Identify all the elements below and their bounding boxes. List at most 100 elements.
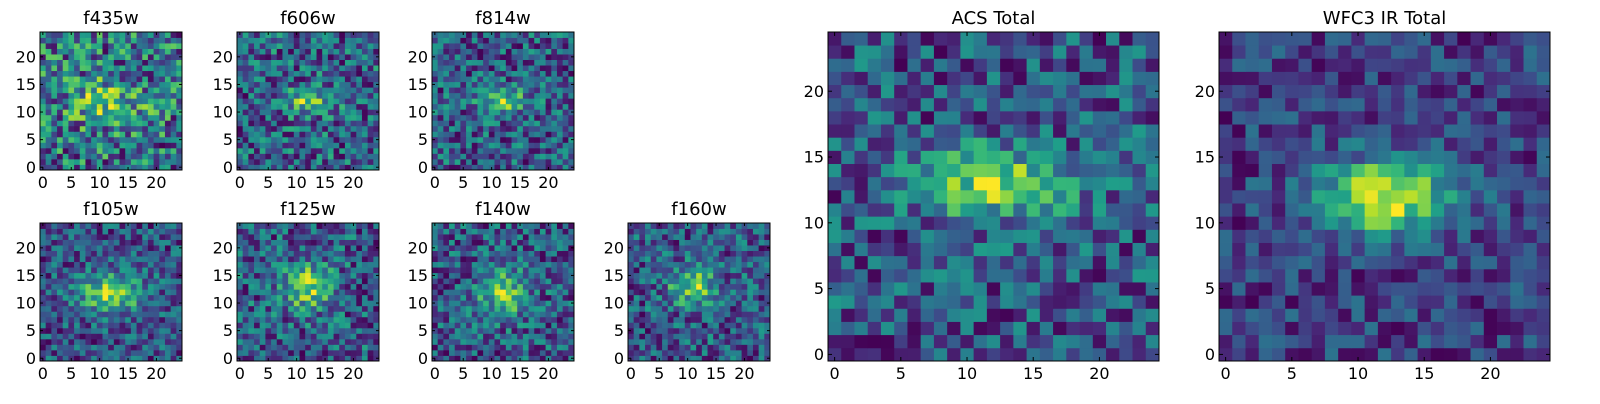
- pixel-cell: [534, 267, 540, 273]
- pixel-cell: [466, 87, 472, 93]
- y-tick-label: 15: [213, 75, 233, 94]
- pixel-cell: [489, 311, 495, 317]
- pixel-cell: [506, 284, 512, 290]
- pixel-cell: [747, 295, 753, 301]
- pixel-cell: [108, 148, 114, 154]
- pixel-cell: [40, 256, 46, 262]
- pixel-cell: [656, 229, 662, 235]
- pixel-cell: [455, 273, 461, 279]
- pixel-cell: [63, 284, 69, 290]
- pixel-cell: [74, 54, 80, 60]
- pixel-cell: [142, 333, 148, 339]
- pixel-cell: [339, 289, 345, 295]
- pixel-cell: [171, 306, 177, 312]
- pixel-cell: [148, 328, 154, 334]
- pixel-cell: [438, 93, 444, 99]
- pixel-cell: [934, 295, 948, 309]
- pixel-cell: [142, 93, 148, 99]
- pixel-cell: [63, 98, 69, 104]
- pixel-cell: [719, 229, 725, 235]
- pixel-cell: [868, 348, 882, 362]
- pixel-cell: [102, 223, 108, 229]
- pixel-cell: [68, 317, 74, 323]
- pixel-cell: [563, 71, 569, 77]
- pixel-cell: [557, 339, 563, 345]
- pixel-cell: [159, 115, 165, 121]
- pixel-cell: [557, 262, 563, 268]
- pixel-cell: [165, 311, 171, 317]
- pixel-cell: [662, 322, 668, 328]
- pixel-cell: [120, 339, 126, 345]
- pixel-cell: [443, 251, 449, 257]
- pixel-cell: [934, 164, 948, 178]
- pixel-cell: [254, 43, 260, 49]
- pixel-cell: [466, 98, 472, 104]
- pixel-cell: [557, 142, 563, 148]
- pixel-cell: [534, 131, 540, 137]
- pixel-cell: [68, 49, 74, 55]
- pixel-cell: [534, 223, 540, 229]
- pixel-cell: [1000, 190, 1014, 204]
- pixel-cell: [254, 60, 260, 66]
- pixel-cell: [288, 267, 294, 273]
- pixel-cell: [171, 240, 177, 246]
- pixel-cell: [987, 322, 1001, 336]
- pixel-cell: [563, 38, 569, 44]
- pixel-cell: [368, 60, 374, 66]
- pixel-cell: [753, 300, 759, 306]
- pixel-cell: [265, 300, 271, 306]
- pixel-cell: [265, 322, 271, 328]
- pixel-cell: [243, 43, 249, 49]
- pixel-cell: [841, 150, 855, 164]
- pixel-cell: [373, 32, 379, 38]
- pixel-cell: [63, 234, 69, 240]
- pixel-cell: [529, 251, 535, 257]
- pixel-cell: [108, 295, 114, 301]
- pixel-cell: [254, 115, 260, 121]
- pixel-cell: [137, 153, 143, 159]
- pixel-cell: [299, 317, 305, 323]
- pixel-cell: [702, 306, 708, 312]
- pixel-cell: [719, 245, 725, 251]
- pixel-cell: [243, 148, 249, 154]
- pixel-cell: [472, 131, 478, 137]
- pixel-cell: [282, 278, 288, 284]
- pixel-cell: [373, 131, 379, 137]
- pixel-cell: [322, 98, 328, 104]
- pixel-cell: [351, 60, 357, 66]
- pixel-cell: [265, 104, 271, 110]
- pixel-cell: [443, 267, 449, 273]
- pixel-cell: [46, 109, 52, 115]
- pixel-cell: [540, 38, 546, 44]
- pixel-cell: [171, 234, 177, 240]
- pixel-cell: [288, 311, 294, 317]
- pixel-cell: [159, 131, 165, 137]
- pixel-cell: [1093, 229, 1107, 243]
- pixel-cell: [351, 240, 357, 246]
- pixel-cell: [662, 251, 668, 257]
- x-tick-label: 15: [706, 364, 726, 383]
- pixel-cell: [171, 262, 177, 268]
- pixel-cell: [345, 43, 351, 49]
- pixel-cell: [154, 229, 160, 235]
- pixel-cell: [472, 49, 478, 55]
- pixel-cell: [120, 322, 126, 328]
- pixel-cell: [271, 153, 277, 159]
- pixel-cell: [176, 284, 182, 290]
- pixel-cell: [432, 131, 438, 137]
- pixel-cell: [294, 234, 300, 240]
- pixel-cell: [679, 333, 685, 339]
- pixel-cell: [97, 93, 103, 99]
- pixel-cell: [534, 159, 540, 165]
- pixel-cell: [176, 223, 182, 229]
- pixel-cell: [960, 282, 974, 296]
- pixel-cell: [534, 43, 540, 49]
- pixel-cell: [934, 229, 948, 243]
- pixel-cell: [460, 60, 466, 66]
- pixel-cell: [254, 32, 260, 38]
- pixel-cell: [500, 328, 506, 334]
- pixel-cell: [494, 60, 500, 66]
- pixel-cell: [489, 148, 495, 154]
- pixel-cell: [764, 333, 770, 339]
- pixel-cell: [696, 344, 702, 350]
